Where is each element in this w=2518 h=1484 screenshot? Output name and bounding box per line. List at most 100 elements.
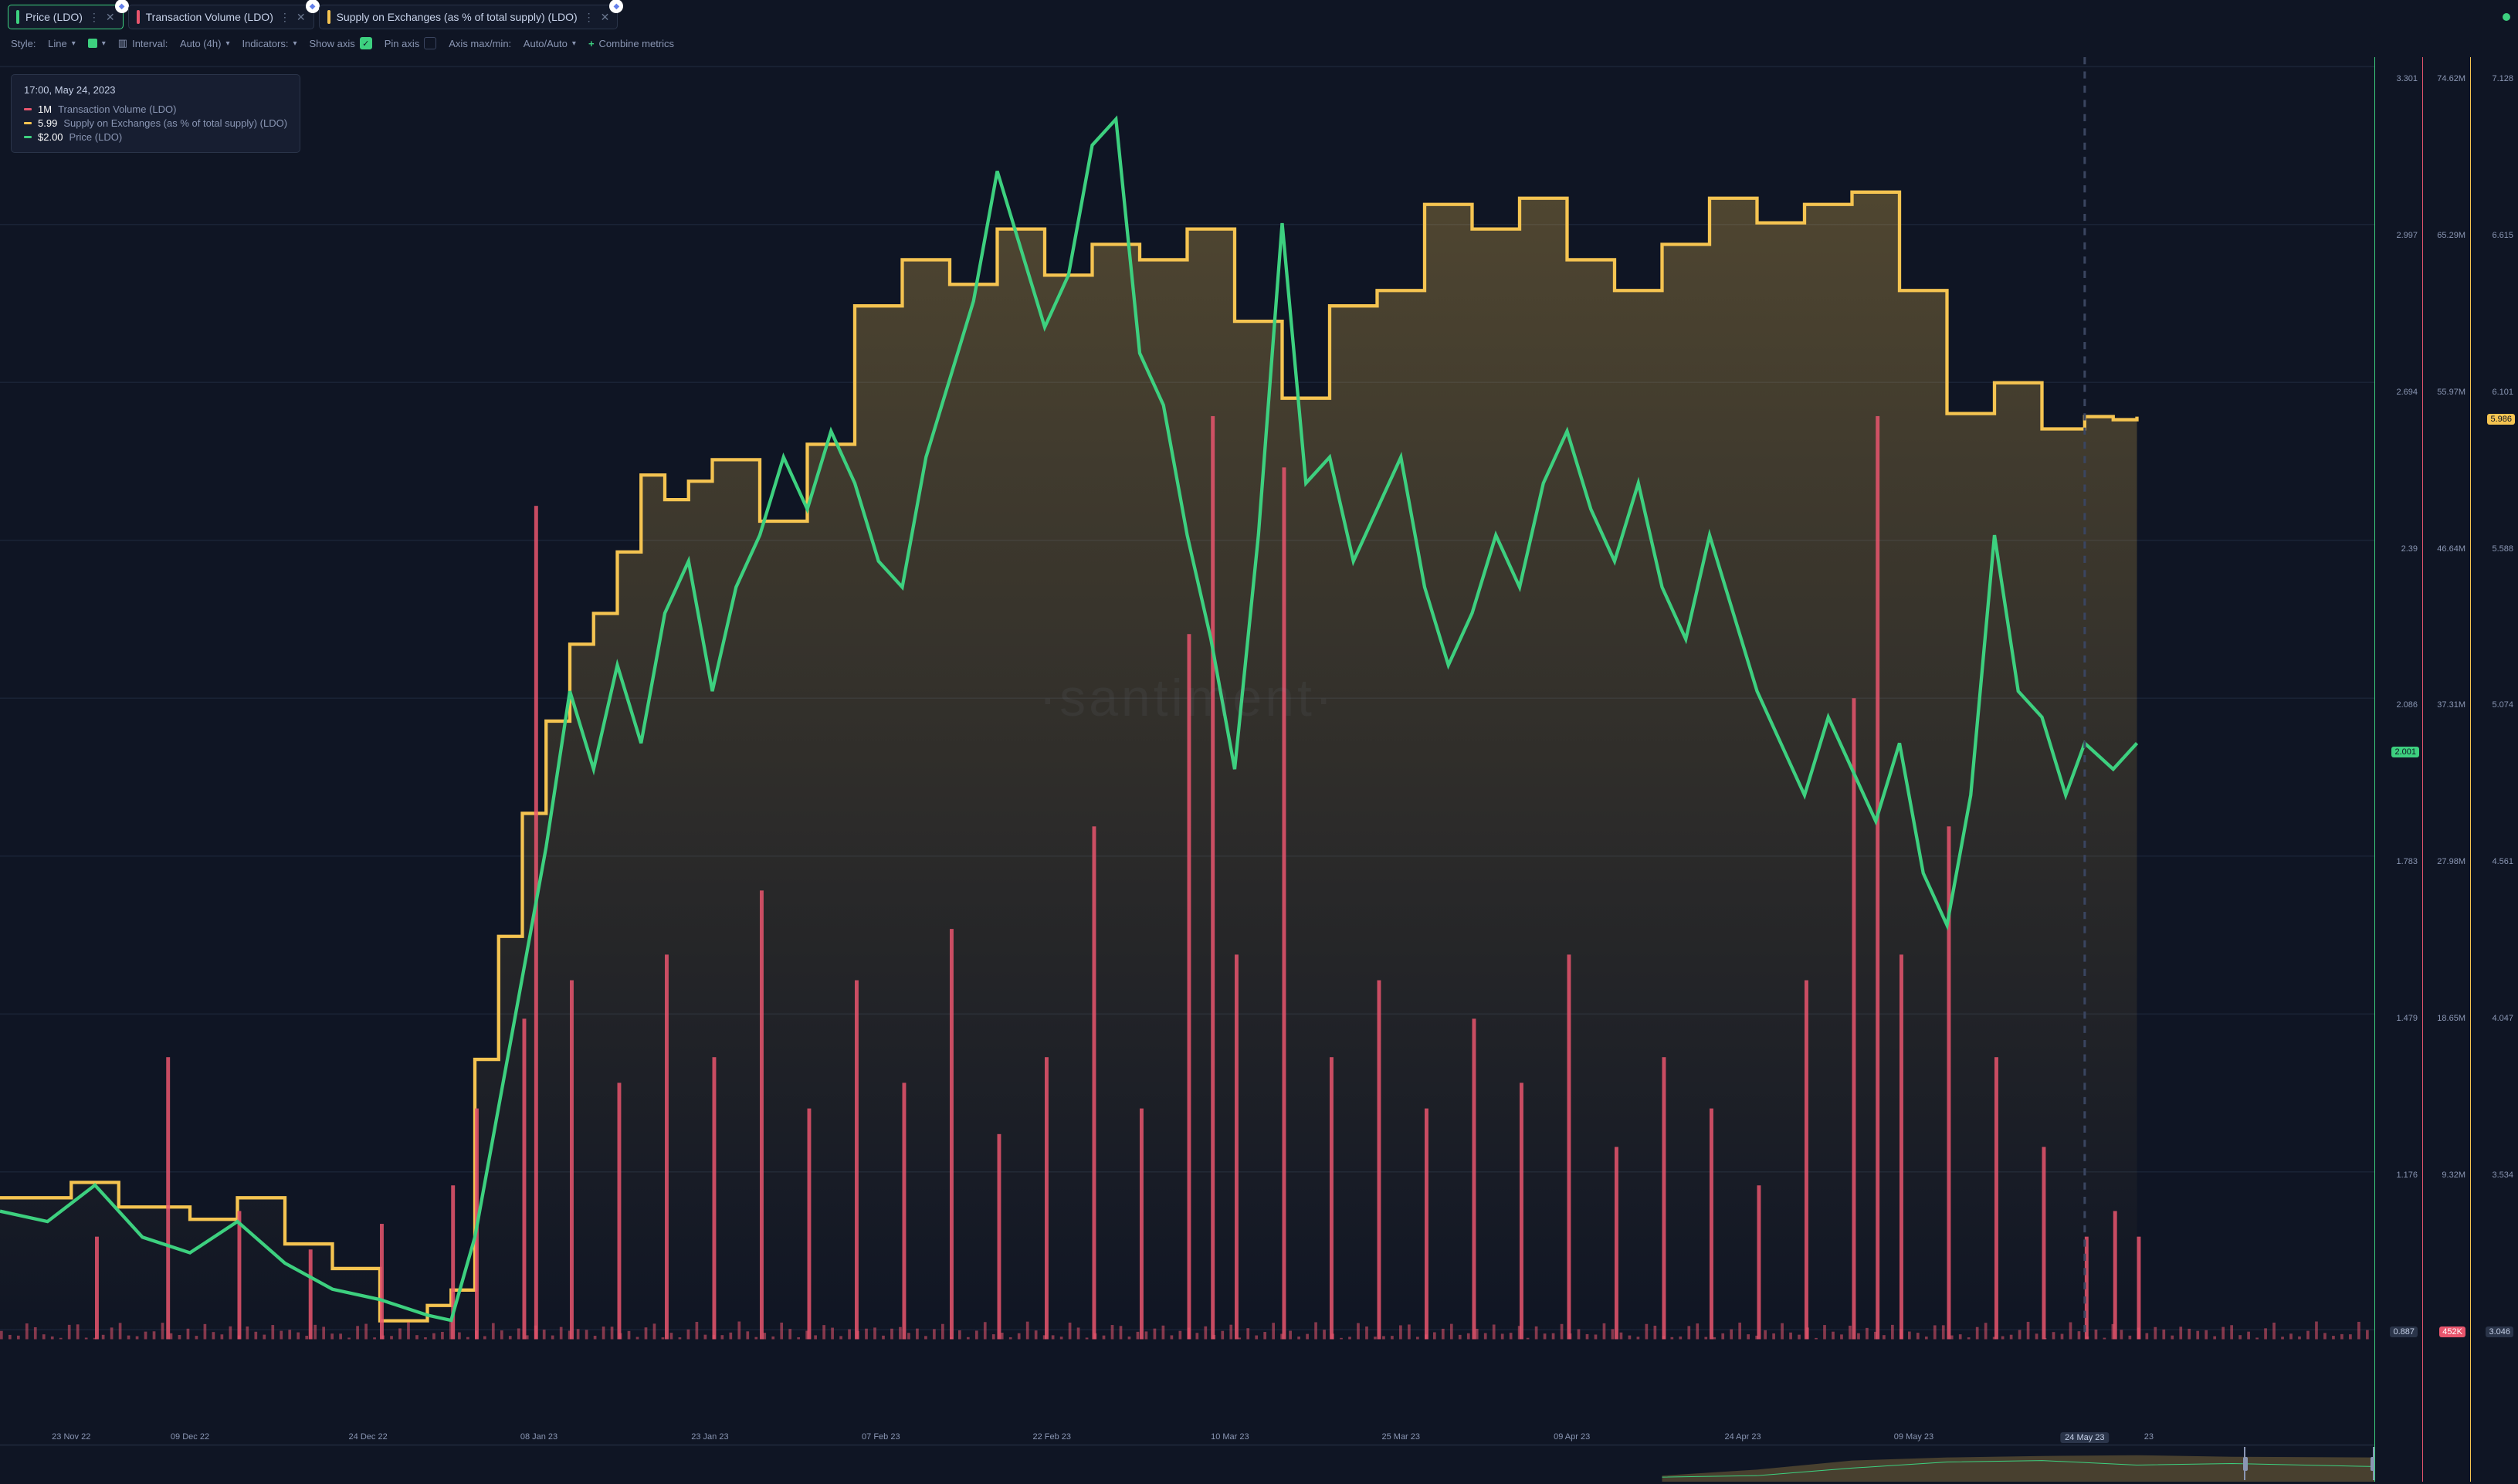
indicators-select[interactable]: Indicators: ▾ xyxy=(242,38,297,49)
y-tick: 27.98M xyxy=(2437,857,2465,866)
tooltip-swatch xyxy=(24,122,32,124)
y-tick: 74.62M xyxy=(2437,74,2465,83)
tooltip-value: $2.00 xyxy=(38,131,63,143)
y-tick: 4.047 xyxy=(2492,1014,2513,1023)
tab-label: Supply on Exchanges (as % of total suppl… xyxy=(337,11,578,23)
hover-tooltip: 17:00, May 24, 2023 1M Transaction Volum… xyxy=(11,74,300,153)
chevron-down-icon: ▾ xyxy=(293,39,297,48)
y-tick: 37.31M xyxy=(2437,700,2465,710)
x-axis: 23 Nov 22 09 Dec 22 24 Dec 22 08 Jan 23 23 J… xyxy=(0,1432,2374,1445)
x-tick: 24 Apr 23 xyxy=(1725,1432,1761,1442)
tab-label: Price (LDO) xyxy=(25,11,83,23)
tooltip-value: 5.99 xyxy=(38,117,57,129)
metric-tab[interactable]: Supply on Exchanges (as % of total suppl… xyxy=(319,5,618,29)
tooltip-row: $2.00 Price (LDO) xyxy=(24,131,287,143)
checkbox-on-icon: ✓ xyxy=(360,37,372,49)
metric-tabs: Price (LDO) ⋮ ✕ ◆ Transaction Volume (LD… xyxy=(0,0,2518,34)
y-tick: 55.97M xyxy=(2437,388,2465,397)
y-tick: 1.783 xyxy=(2396,857,2418,866)
close-icon[interactable]: ✕ xyxy=(106,11,115,24)
chart-plot[interactable]: ·santiment· 23 Nov 2209 Dec 2224 Dec 220… xyxy=(0,57,2374,1482)
y-axis-volume[interactable]: 74.62M 65.29M 55.97M 46.64M 37.31M 27.98M 18.6… xyxy=(2422,57,2470,1482)
y-axes: 3.301 2.997 2.694 2.39 2.086 1.783 1.479 1.176 0… xyxy=(2374,57,2518,1482)
x-tick: 10 Mar 23 xyxy=(1211,1432,1249,1442)
y-tick: 6.615 xyxy=(2492,231,2513,240)
overview-strip[interactable] xyxy=(0,1445,2374,1482)
x-tick: 23 Nov 22 xyxy=(52,1432,90,1442)
tooltip-row: 1M Transaction Volume (LDO) xyxy=(24,103,287,115)
x-tick: 09 Dec 22 xyxy=(171,1432,209,1442)
y-tick: 5.074 xyxy=(2492,700,2513,710)
chart-bars-icon: ▥ xyxy=(118,37,127,49)
eth-icon: ◆ xyxy=(609,0,623,13)
y-tick: 1.479 xyxy=(2396,1014,2418,1023)
tooltip-date: 17:00, May 24, 2023 xyxy=(24,84,287,96)
metric-tab[interactable]: Price (LDO) ⋮ ✕ ◆ xyxy=(8,5,124,29)
chevron-down-icon: ▾ xyxy=(225,39,229,48)
combine-metrics-button[interactable]: + Combine metrics xyxy=(588,38,674,49)
close-icon[interactable]: ✕ xyxy=(601,11,610,24)
x-tick: 23 Jan 23 xyxy=(691,1432,728,1442)
y-tick: 2.694 xyxy=(2396,388,2418,397)
x-tick: 24 Dec 22 xyxy=(349,1432,388,1442)
y-tick: 2.39 xyxy=(2401,544,2418,554)
overview-left-handle[interactable] xyxy=(2243,1457,2248,1471)
y-tick: 1.176 xyxy=(2396,1171,2418,1180)
y-tick: 3.534 xyxy=(2492,1171,2513,1180)
tab-color-bar xyxy=(327,10,330,24)
x-tick: 08 Jan 23 xyxy=(520,1432,557,1442)
style-select[interactable]: Style: Line ▾ xyxy=(11,38,76,49)
more-icon[interactable]: ⋮ xyxy=(280,11,290,24)
show-axis-toggle[interactable]: Show axis ✓ xyxy=(309,37,371,49)
eth-icon: ◆ xyxy=(306,0,320,13)
y-tick: 65.29M xyxy=(2437,231,2465,240)
more-icon[interactable]: ⋮ xyxy=(89,11,100,24)
y-tick: 2.997 xyxy=(2396,231,2418,240)
x-tick: 24 May 23 xyxy=(2060,1432,2109,1443)
more-icon[interactable]: ⋮ xyxy=(584,11,595,24)
tooltip-value: 1M xyxy=(38,103,52,115)
interval-select[interactable]: ▥ Interval: Auto (4h) ▾ xyxy=(118,37,230,49)
y-axis-current-badge: 5.986 xyxy=(2487,414,2515,425)
y-tick: 46.64M xyxy=(2437,544,2465,554)
y-tick: 3.301 xyxy=(2396,74,2418,83)
x-tick: 09 Apr 23 xyxy=(1554,1432,1590,1442)
tooltip-row: 5.99 Supply on Exchanges (as % of total … xyxy=(24,117,287,129)
tooltip-label: Transaction Volume (LDO) xyxy=(58,103,176,115)
x-tick: 07 Feb 23 xyxy=(862,1432,900,1442)
tab-color-bar xyxy=(16,10,19,24)
axis-maxmin-select[interactable]: Axis max/min: Auto/Auto ▾ xyxy=(449,38,576,49)
y-axis-supply[interactable]: 7.1286.6156.1015.5885.0744.5614.0473.534… xyxy=(2470,57,2518,1482)
y-tick: 18.65M xyxy=(2437,1014,2465,1023)
chevron-down-icon: ▾ xyxy=(102,39,106,48)
y-tick: 3.046 xyxy=(2486,1327,2513,1337)
tab-label: Transaction Volume (LDO) xyxy=(146,11,273,23)
y-tick: 2.086 xyxy=(2396,700,2418,710)
y-tick: 5.588 xyxy=(2492,544,2513,554)
chart-toolbar: Style: Line ▾ ▾ ▥ Interval: Auto (4h) ▾ … xyxy=(0,34,2518,57)
chevron-down-icon: ▾ xyxy=(72,39,76,48)
y-axis-current-badge: 2.001 xyxy=(2391,747,2419,757)
chevron-down-icon: ▾ xyxy=(572,39,576,48)
y-tick: 0.887 xyxy=(2390,1327,2418,1337)
x-tick: 25 Mar 23 xyxy=(1381,1432,1420,1442)
x-tick: 22 Feb 23 xyxy=(1032,1432,1071,1442)
plus-icon: + xyxy=(588,38,595,49)
tooltip-label: Supply on Exchanges (as % of total suppl… xyxy=(63,117,287,129)
metric-tab[interactable]: Transaction Volume (LDO) ⋮ ✕ ◆ xyxy=(128,5,314,29)
y-tick: 4.561 xyxy=(2492,857,2513,866)
pin-axis-toggle[interactable]: Pin axis xyxy=(385,37,437,49)
tooltip-label: Price (LDO) xyxy=(69,131,123,143)
tab-color-bar xyxy=(137,10,140,24)
close-icon[interactable]: ✕ xyxy=(297,11,306,24)
x-tick: 09 May 23 xyxy=(1894,1432,1933,1442)
chart-area: ·santiment· 23 Nov 2209 Dec 2224 Dec 220… xyxy=(0,57,2518,1482)
eth-icon: ◆ xyxy=(115,0,129,13)
status-dot-icon xyxy=(2503,13,2510,21)
tooltip-swatch xyxy=(24,136,32,138)
color-select[interactable]: ▾ xyxy=(88,39,106,48)
checkbox-off-icon xyxy=(424,37,436,49)
y-tick: 6.101 xyxy=(2492,388,2513,397)
tooltip-swatch xyxy=(24,108,32,110)
y-axis-price[interactable]: 3.301 2.997 2.694 2.39 2.086 1.783 1.479 1.176 0… xyxy=(2374,57,2422,1482)
